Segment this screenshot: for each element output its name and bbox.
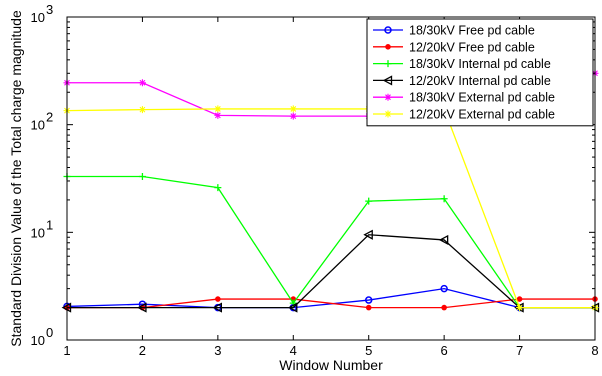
data-point-marker: [365, 304, 372, 311]
data-point-marker: [440, 195, 448, 203]
series-12-20kv-external-pd-cable: [63, 105, 599, 312]
legend-label: 18/30kV External pd cable: [409, 91, 555, 105]
data-point-marker: [363, 229, 373, 240]
data-point-marker: [382, 75, 393, 86]
data-point-marker: [212, 302, 223, 313]
legend-label: 12/20kV Free pd cable: [409, 40, 535, 54]
legend-box: [366, 18, 594, 127]
legend-label: 12/20kV Internal pd cable: [409, 74, 551, 88]
y-tick-label: 10: [31, 225, 45, 240]
legend: 18/30kV Free pd cable 12/20kV Free pd cab…: [366, 18, 594, 127]
series-line: [66, 108, 595, 309]
x-tick-label: 6: [441, 343, 448, 358]
data-point-marker: [137, 302, 147, 313]
data-point-marker: [289, 112, 297, 120]
y-tick-label: 10: [31, 333, 45, 348]
x-tick-label: 1: [63, 343, 70, 358]
y-tick-label: 10: [31, 10, 45, 25]
series-line: [67, 298, 595, 309]
data-point-marker: [138, 79, 146, 87]
x-tick-label: 3: [214, 343, 221, 358]
data-point-marker: [138, 173, 146, 181]
y-tick-exponent: 0: [46, 325, 53, 340]
series-line: [67, 175, 595, 309]
plot-frame: [66, 16, 596, 341]
data-point-marker: [214, 105, 222, 113]
legend-entry: 18/30kV Internal pd cable: [373, 57, 551, 71]
x-tick-label: 2: [139, 343, 146, 358]
data-point-marker: [516, 304, 524, 312]
data-point-marker: [384, 110, 392, 118]
y-tick-exponent: 3: [46, 2, 53, 17]
data-point-marker: [287, 302, 298, 313]
data-point-marker: [441, 304, 447, 311]
data-point-marker: [214, 111, 222, 119]
data-point-marker: [138, 106, 146, 114]
data-point-marker: [384, 60, 392, 68]
legend-label: 18/30kV Free pd cable: [409, 24, 535, 38]
data-point-marker: [384, 93, 392, 101]
legend-label: 18/30kV Internal pd cable: [409, 57, 551, 71]
y-tick-exponent: 2: [46, 110, 53, 125]
data-point-marker: [440, 284, 448, 293]
x-axis-label: Window Number: [279, 357, 383, 373]
data-point-marker: [516, 296, 523, 302]
legend-entry: 12/20kV External pd cable: [373, 108, 555, 122]
series-18-30kv-internal-pd-cable: [63, 173, 599, 312]
y-tick-exponent: 1: [46, 217, 53, 232]
series-layer: [61, 69, 600, 313]
legend-entry: 12/20kV Internal pd cable: [373, 74, 551, 88]
x-tick-label: 7: [516, 343, 523, 358]
y-tick-label: 10: [31, 118, 45, 133]
legend-entry: 18/30kV External pd cable: [373, 91, 555, 105]
data-point-marker: [214, 184, 222, 192]
x-tick-label: 4: [290, 343, 297, 358]
data-point-marker: [365, 197, 373, 205]
data-point-marker: [384, 26, 392, 34]
legend-entry: 12/20kV Free pd cable: [373, 40, 535, 54]
data-point-marker: [364, 296, 373, 304]
legend-label: 12/20kV External pd cable: [409, 108, 555, 122]
data-point-marker: [215, 296, 221, 302]
series-line: [67, 234, 595, 309]
y-axis-label: Standard Division Value of the Total cha…: [8, 10, 24, 347]
data-point-marker: [438, 234, 449, 246]
x-tick-label: 5: [365, 343, 372, 358]
legend-entry: 18/30kV Free pd cable: [373, 24, 535, 38]
x-tick-label: 8: [591, 343, 598, 358]
data-point-marker: [289, 105, 297, 113]
data-point-marker: [385, 44, 391, 50]
